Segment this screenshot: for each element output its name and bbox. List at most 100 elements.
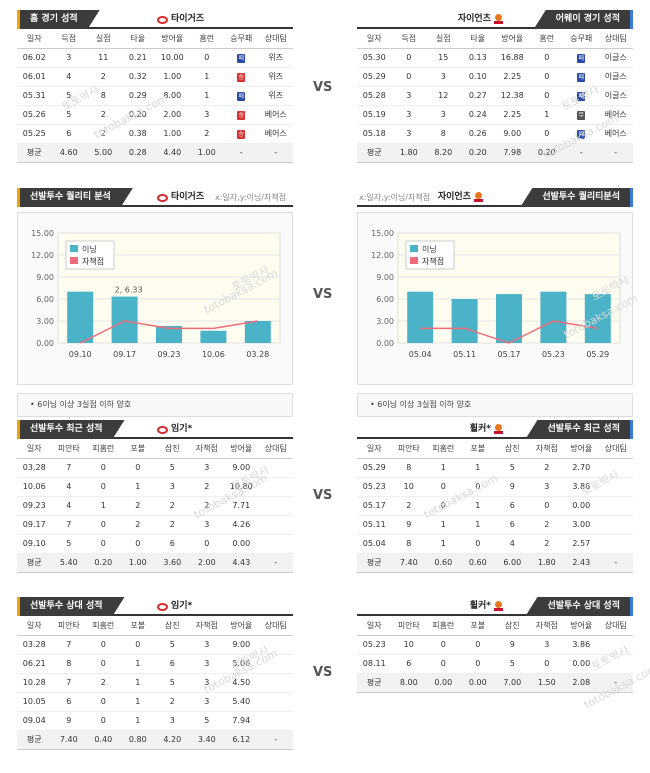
table-cell: 베어스	[598, 105, 633, 125]
away-record-header: 자이언츠 어웨이 경기 성적	[357, 10, 633, 29]
table-cell: 10.05	[17, 692, 52, 712]
table-row: 06.01 4 2 0.32 1.00 1 승 위즈	[17, 67, 293, 87]
column-header: 방어율	[224, 616, 259, 636]
x-tick-label: 05.11	[453, 350, 476, 359]
average-row: 평균 1.80 8.20 0.20 7.98 0.20- -	[357, 143, 633, 163]
average-cell: -	[224, 143, 259, 163]
table-cell: 6	[155, 534, 190, 554]
table-cell: 11	[86, 48, 121, 68]
table-cell: 6	[155, 654, 190, 674]
axis-note-right: x:일자,y:이닝/자책점	[359, 193, 431, 202]
average-row: 평균 7.40 0.40 0.80 4.20 3.40 6.12-	[17, 730, 293, 750]
column-header: 일자	[357, 616, 392, 636]
y-tick-label: 6.00	[376, 295, 394, 304]
average-cell: 8.20	[426, 143, 461, 163]
column-header: 홈런	[189, 29, 224, 49]
table-cell: 5.40	[224, 692, 259, 712]
table-cell	[258, 477, 293, 497]
average-cell: -	[258, 730, 293, 750]
table-cell: 1	[426, 515, 461, 535]
table-cell: 1	[460, 515, 495, 535]
table-cell: 3	[155, 477, 190, 497]
recent-panel-right: 휠커* 선발투수 최근 성적 일자 피안타 피홈런 포볼 삼진 자책점 방어율 상대팀 05.…	[357, 420, 633, 573]
column-header: 피홈런	[86, 439, 121, 459]
table-cell: 5	[155, 458, 190, 478]
table-cell: 0	[120, 534, 155, 554]
bar	[451, 299, 478, 343]
quality-team-left-label: 타이거즈	[171, 192, 205, 202]
table-cell: 05.23	[357, 635, 392, 655]
average-cell: 3.60	[155, 553, 190, 573]
table-cell: 1.00	[155, 124, 190, 144]
y-tick-label: 0.00	[36, 339, 54, 348]
table-cell: 2	[189, 124, 224, 144]
table-cell: 7.71	[224, 496, 259, 516]
result-badge: 승	[237, 110, 246, 120]
column-header: 피안타	[391, 439, 426, 459]
quality-panel-left: 선발투수 퀄리티 분석 타이거즈 x:일자,y:이닝/자책점 0.00 3.00 6…	[17, 188, 293, 420]
column-header: 방어율	[495, 29, 530, 49]
table-row: 05.25 6 2 0.38 1.00 2 승 베어스	[17, 124, 293, 144]
table-row: 08.11 6 0 0 5 0 0.00	[357, 654, 633, 674]
table-cell: 2.00	[155, 105, 190, 125]
vs-panel-left: 선발투수 상대 성적 임기* 일자 피안타 피홈런 포볼 삼진 자책점 방어율 상대팀 03.…	[17, 597, 293, 750]
table-row: 05.29 8 1 1 5 2 2.70	[357, 458, 633, 478]
column-header: 피홈런	[426, 439, 461, 459]
table-cell: 8	[426, 124, 461, 144]
table-cell: 이글스	[598, 86, 633, 106]
table-cell: 0.20	[120, 105, 155, 125]
table-row: 10.28 7 2 1 5 3 4.50	[17, 673, 293, 693]
table-cell: 5	[155, 635, 190, 655]
table-row: 05.23 10 0 0 9 3 3.86	[357, 635, 633, 655]
column-header: 상대팀	[258, 439, 293, 459]
table-cell: 5	[51, 534, 86, 554]
vs-pitcher-left: 임기*	[157, 600, 192, 613]
table-cell: 베어스	[258, 105, 293, 125]
vs-label-4: VS	[313, 665, 333, 680]
table-cell: 0	[529, 48, 564, 68]
table-cell: 0.26	[460, 124, 495, 144]
quality-panel-right: x:일자,y:이닝/자책점 자이언츠 선발투수 퀄리티분석 0.00 3.00 6.…	[357, 188, 633, 420]
table-cell: 05.17	[357, 496, 392, 516]
vs-header-left: 선발투수 상대 성적 임기*	[17, 597, 293, 616]
column-header: 일자	[17, 616, 52, 636]
table-cell: 6	[51, 692, 86, 712]
average-cell: 4.43	[224, 553, 259, 573]
table-cell: 0	[529, 654, 564, 674]
table-cell: 4	[51, 67, 86, 87]
result-badge: 패	[237, 53, 246, 63]
average-cell: 1.00	[189, 143, 224, 163]
tigers-logo-icon	[157, 193, 168, 202]
legend-swatch	[70, 257, 78, 264]
table-cell: 3	[529, 477, 564, 497]
table-cell	[598, 515, 633, 535]
vs-pitcher-right-label: 휠커*	[469, 601, 491, 611]
average-cell: 평균	[357, 553, 392, 573]
table-cell: 05.11	[357, 515, 392, 535]
vs-label-2: VS	[313, 287, 333, 302]
table-cell: 0	[529, 67, 564, 87]
column-header: 상대팀	[258, 616, 293, 636]
column-header: 피안타	[51, 616, 86, 636]
giants-logo-icon	[474, 192, 483, 203]
data-label: 2, 6.33	[115, 286, 143, 295]
table-cell: 2.25	[495, 67, 530, 87]
table-row: 05.29 0 3 0.10 2.25 0 패 이글스	[357, 67, 633, 87]
average-cell: -	[598, 553, 633, 573]
table-cell: 7	[51, 458, 86, 478]
table-cell	[258, 711, 293, 731]
x-tick-label: 05.29	[586, 350, 609, 359]
column-header: 상대팀	[598, 616, 633, 636]
table-cell	[258, 496, 293, 516]
table-cell: 06.02	[17, 48, 52, 68]
column-header: 일자	[357, 29, 392, 49]
vs-pitcher-right: 휠커*	[470, 600, 503, 613]
table-cell: 패	[564, 48, 599, 68]
table-cell: 5	[51, 105, 86, 125]
table-cell: 05.29	[357, 458, 392, 478]
y-tick-label: 0.00	[376, 339, 394, 348]
table-cell: 0	[86, 635, 121, 655]
table-cell: 3	[189, 673, 224, 693]
table-cell: 0	[391, 67, 426, 87]
average-cell: 0.28	[120, 143, 155, 163]
